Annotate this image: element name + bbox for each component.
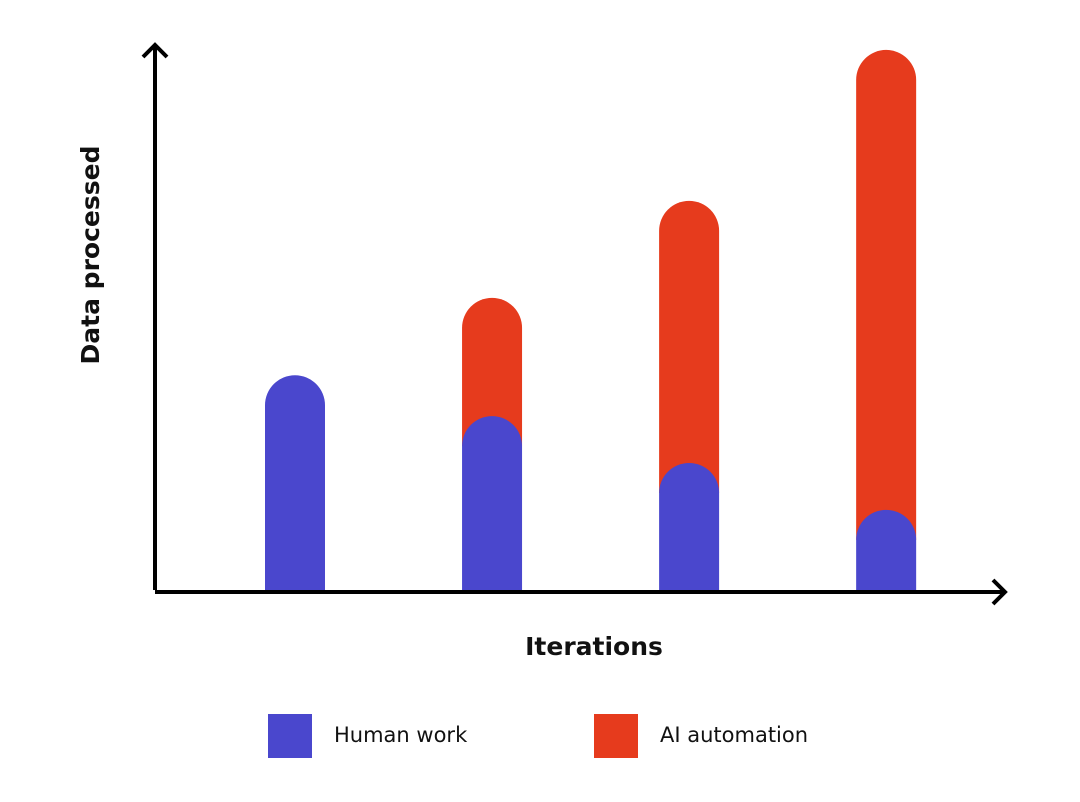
y-axis-label: Data processed [76, 146, 105, 365]
bar-segment [265, 375, 325, 590]
bar-segment [856, 49, 917, 540]
bar-segment [659, 463, 720, 590]
legend-swatch [268, 714, 312, 758]
bar-segment [659, 200, 720, 494]
axes [141, 42, 1008, 606]
bars [265, 49, 917, 590]
legend-swatch [594, 714, 638, 758]
legend-label: Human work [334, 723, 468, 747]
bar-segment [856, 509, 917, 590]
x-axis-label: Iterations [525, 632, 663, 661]
bar-segment [462, 416, 523, 590]
bar-segment [462, 297, 523, 447]
legend-label: AI automation [660, 723, 808, 747]
